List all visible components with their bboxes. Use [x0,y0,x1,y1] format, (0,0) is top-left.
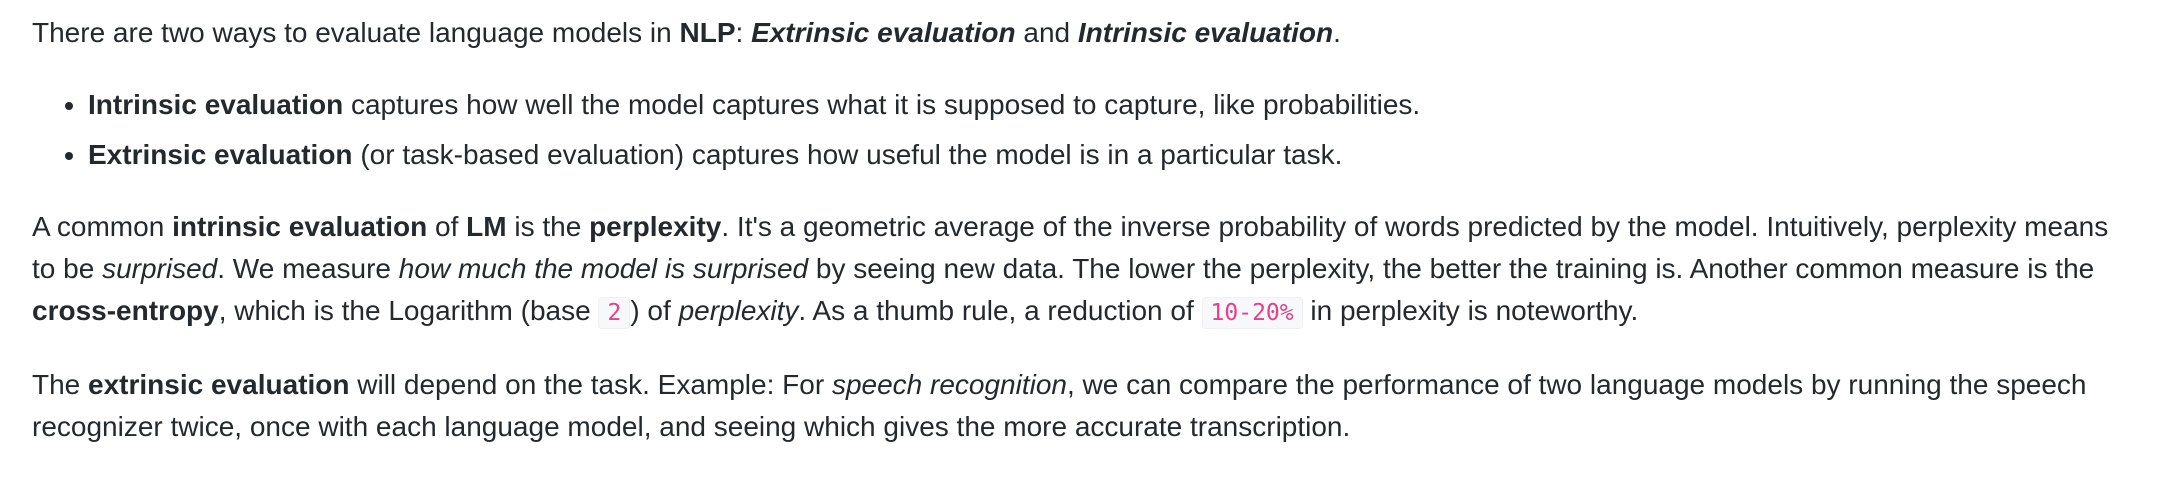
intro-text-1: There are two ways to evaluate language … [32,17,680,48]
text-run: will depend on the task. Example: For [349,369,832,400]
text-run: . As a thumb rule, a reduction of [798,295,1202,326]
evaluation-types-list: Intrinsic evaluation captures how well t… [32,84,2132,176]
inline-code: 2 [598,297,631,329]
intro-text-3: and [1015,17,1078,48]
text-run: , we can compare the performance of two … [32,369,2087,442]
list-item-text: captures how well the model captures wha… [343,89,1421,120]
list-item-term: Extrinsic evaluation [88,139,353,170]
nlp-term: NLP [679,17,736,48]
text-run: . We measure [217,253,399,284]
italic-term: speech recognition [831,369,1067,400]
text-run: in perplexity is noteworthy. [1302,295,1639,326]
bold-term: perplexity [589,211,722,242]
text-run: . It's a geometric average of the invers… [32,211,2109,284]
text-run: is the [506,211,590,242]
italic-term: how much the model is surprised [398,253,809,284]
list-item: Intrinsic evaluation captures how well t… [88,84,2132,126]
intro-paragraph: There are two ways to evaluate language … [32,12,2132,54]
bold-term: cross-entropy [32,295,219,326]
bold-term: LM [466,211,507,242]
extrinsic-term: Extrinsic evaluation [751,17,1016,48]
text-run: by seeing new data. The lower the perple… [808,253,2095,284]
perplexity-paragraph: A common intrinsic evaluation of LM is t… [32,206,2132,334]
list-item-term: Intrinsic evaluation [88,89,344,120]
text-run: , which is the Logarithm (base [218,295,599,326]
italic-term: perplexity [678,295,799,326]
intro-text-4: . [1333,17,1341,48]
inline-code: 10-20% [1201,297,1303,329]
intro-text-2: : [735,17,752,48]
intrinsic-term: Intrinsic evaluation [1077,17,1334,48]
document-body: There are two ways to evaluate language … [32,12,2132,478]
list-item: Extrinsic evaluation (or task-based eval… [88,134,2132,176]
bold-term: extrinsic evaluation [88,369,350,400]
list-item-text: (or task-based evaluation) captures how … [352,139,1343,170]
bold-term: intrinsic evaluation [172,211,428,242]
text-run: A common [32,211,173,242]
extrinsic-paragraph: The extrinsic evaluation will depend on … [32,364,2132,448]
text-run: The [32,369,89,400]
text-run: ) of [630,295,679,326]
text-run: of [427,211,467,242]
italic-term: surprised [102,253,218,284]
